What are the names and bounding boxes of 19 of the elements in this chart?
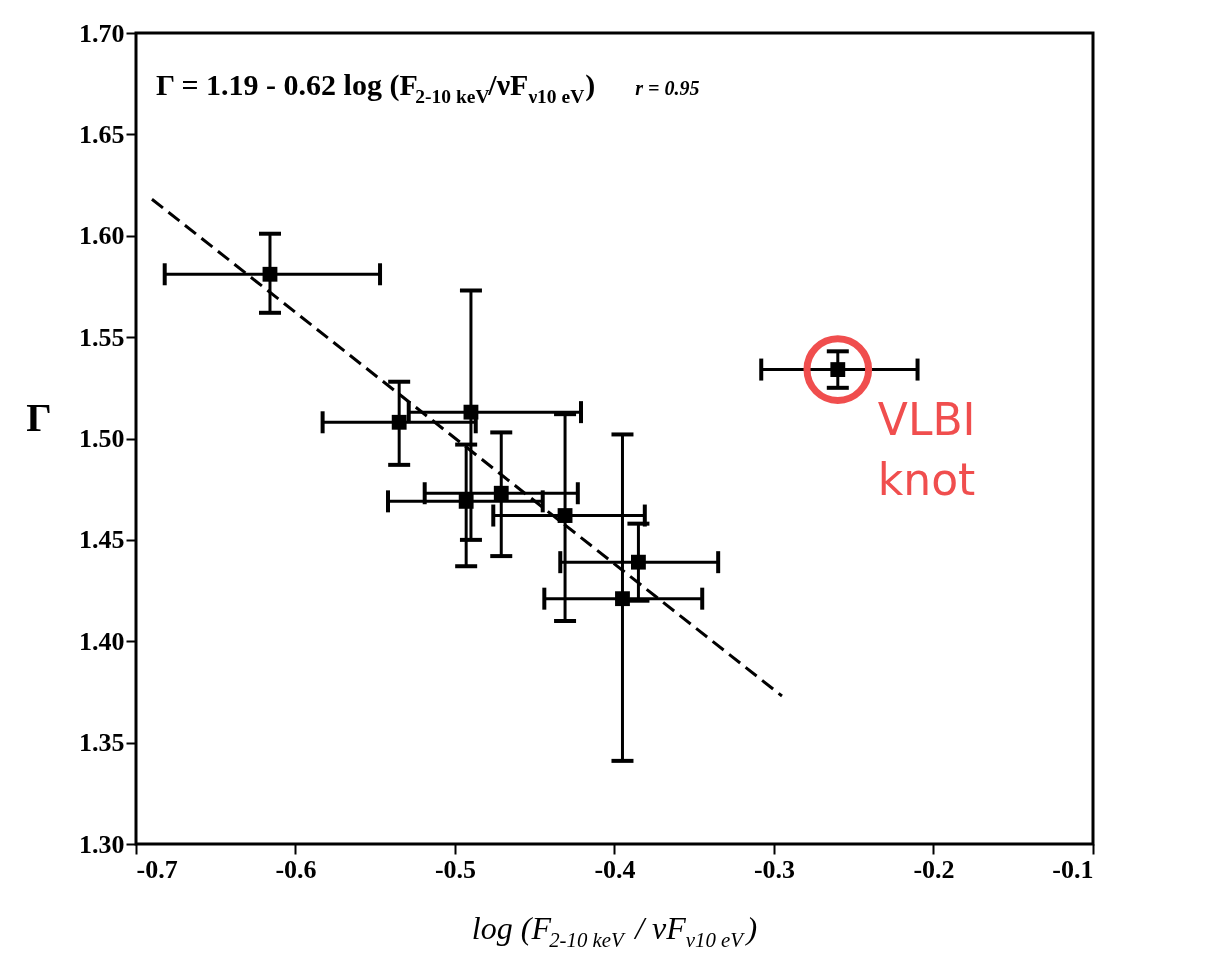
y-tick-label: 1.35 [79, 728, 125, 758]
x-tick-label: -0.1 [1052, 854, 1094, 884]
x-tick-label: -0.5 [434, 854, 477, 884]
y-tick-label: 1.70 [79, 18, 125, 48]
y-tick-label: 1.55 [79, 322, 125, 352]
y-tick-label: 1.50 [79, 424, 125, 453]
y-axis-title: Γ [26, 395, 52, 440]
x-tick-label: -0.4 [594, 854, 636, 884]
y-tick-label: 1.40 [79, 626, 125, 656]
y-tick-label: 1.65 [79, 119, 125, 149]
y-tick-label: 1.45 [79, 525, 125, 555]
annotation: VLBI knot [877, 393, 976, 505]
x-tick-label: -0.6 [275, 854, 317, 884]
x-tick-label: -0.2 [913, 854, 955, 884]
x-tick-label: -0.7 [136, 854, 178, 884]
y-tick-label: 1.60 [79, 221, 125, 251]
x-tick-label: -0.3 [753, 854, 796, 884]
annotation: r = 0.95 [635, 77, 700, 99]
y-tick-label: 1.30 [79, 829, 125, 859]
